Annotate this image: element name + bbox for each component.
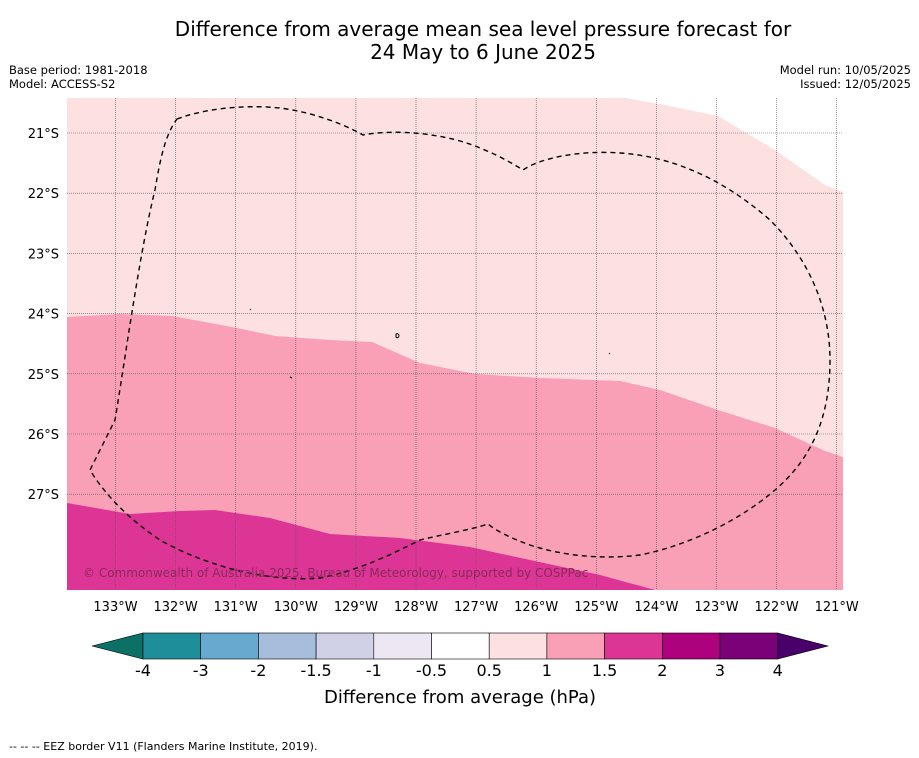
colorbar-cell — [258, 632, 317, 660]
colorbar-cell — [488, 632, 548, 660]
colorbar-tick-label: -1.5 — [300, 661, 331, 680]
colorbar-cell — [719, 632, 779, 660]
anomaly-band-below-0.5 — [625, 98, 843, 192]
colorbar-cell — [373, 632, 432, 660]
title-line-1: Difference from average mean sea level p… — [174, 17, 792, 41]
colorbar-tick-label: 1 — [542, 661, 552, 680]
colorbar-tick-label: 2 — [657, 661, 667, 680]
lon-label: 131°W — [214, 600, 258, 615]
graticule — [67, 98, 843, 590]
latitude-labels: 21°S 22°S 23°S 24°S 25°S 26°S 27°S — [28, 127, 59, 503]
colorbar-tick-label: 0.5 — [476, 661, 501, 680]
island-3 — [289, 376, 293, 379]
lon-label: 133°W — [93, 600, 137, 615]
lon-label: 130°W — [274, 600, 318, 615]
colorbar-tick-label: -1 — [366, 661, 382, 680]
island-1 — [249, 308, 252, 311]
lon-label: 124°W — [634, 600, 678, 615]
colorbar-tick-label: -3 — [193, 661, 209, 680]
colorbar-cell — [431, 632, 490, 660]
colorbar-cell — [200, 632, 259, 660]
lon-label: 126°W — [514, 600, 558, 615]
lon-label: 121°W — [815, 600, 859, 615]
lon-label: 125°W — [574, 600, 618, 615]
map-plot-area: © Commonwealth of Australia 2025, Bureau… — [67, 98, 843, 590]
copyright-text: © Commonwealth of Australia 2025, Bureau… — [83, 566, 588, 580]
meta-left: Base period: 1981-2018 Model: ACCESS-S2 — [9, 63, 148, 91]
title-line-2: 24 May to 6 June 2025 — [370, 40, 596, 64]
model-name: Model: ACCESS-S2 — [9, 77, 116, 91]
colorbar-tick-label: 3 — [715, 661, 725, 680]
colorbar: -4 -3 -2 -1.5 -1 -0.5 0.5 1 1.5 2 3 4 Difference fr… — [91, 632, 830, 708]
lon-label: 127°W — [454, 600, 498, 615]
lon-label: 132°W — [154, 600, 198, 615]
model-run: Model run: 10/05/2025 — [779, 63, 911, 77]
lat-label: 21°S — [28, 127, 59, 142]
colorbar-extend-min — [91, 632, 144, 660]
issued-date: Issued: 12/05/2025 — [800, 77, 911, 91]
lon-label: 122°W — [755, 600, 799, 615]
lat-label: 26°S — [28, 428, 59, 443]
lat-label: 24°S — [28, 308, 59, 323]
colorbar-tick-label: -0.5 — [416, 661, 447, 680]
longitude-labels: 133°W 132°W 131°W 130°W 129°W 128°W 127°W 126°W… — [93, 600, 859, 615]
island-4 — [608, 352, 611, 355]
lat-label: 23°S — [28, 247, 59, 262]
islands — [249, 308, 611, 379]
colorbar-cell — [142, 632, 202, 660]
colorbar-title: Difference from average (hPa) — [324, 687, 596, 708]
colorbar-cell — [661, 632, 721, 660]
colorbar-extend-max — [777, 632, 830, 660]
lon-label: 123°W — [694, 600, 738, 615]
lat-label: 25°S — [28, 368, 59, 383]
colorbar-tick-label: 1.5 — [592, 661, 617, 680]
colorbar-cell — [315, 632, 375, 660]
colorbar-cell — [546, 632, 605, 660]
anomaly-band-1.5-2 — [67, 503, 655, 590]
colorbar-tick-label: 4 — [773, 661, 783, 680]
colorbar-tick-label: -2 — [250, 661, 266, 680]
lat-label: 27°S — [28, 488, 59, 503]
island-2 — [395, 333, 400, 339]
meta-right: Model run: 10/05/2025 Issued: 12/05/2025 — [780, 63, 911, 91]
colorbar-cell — [604, 632, 663, 660]
eez-footnote: -- -- -- EEZ border V11 (Flanders Marine… — [9, 740, 318, 753]
base-period: Base period: 1981-2018 — [9, 63, 148, 77]
lat-label: 22°S — [28, 187, 59, 202]
colorbar-tick-label: -4 — [135, 661, 151, 680]
lon-label: 129°W — [334, 600, 378, 615]
map-title: Difference from average mean sea level p… — [0, 18, 919, 64]
eez-border — [89, 106, 831, 580]
lon-label: 128°W — [394, 600, 438, 615]
